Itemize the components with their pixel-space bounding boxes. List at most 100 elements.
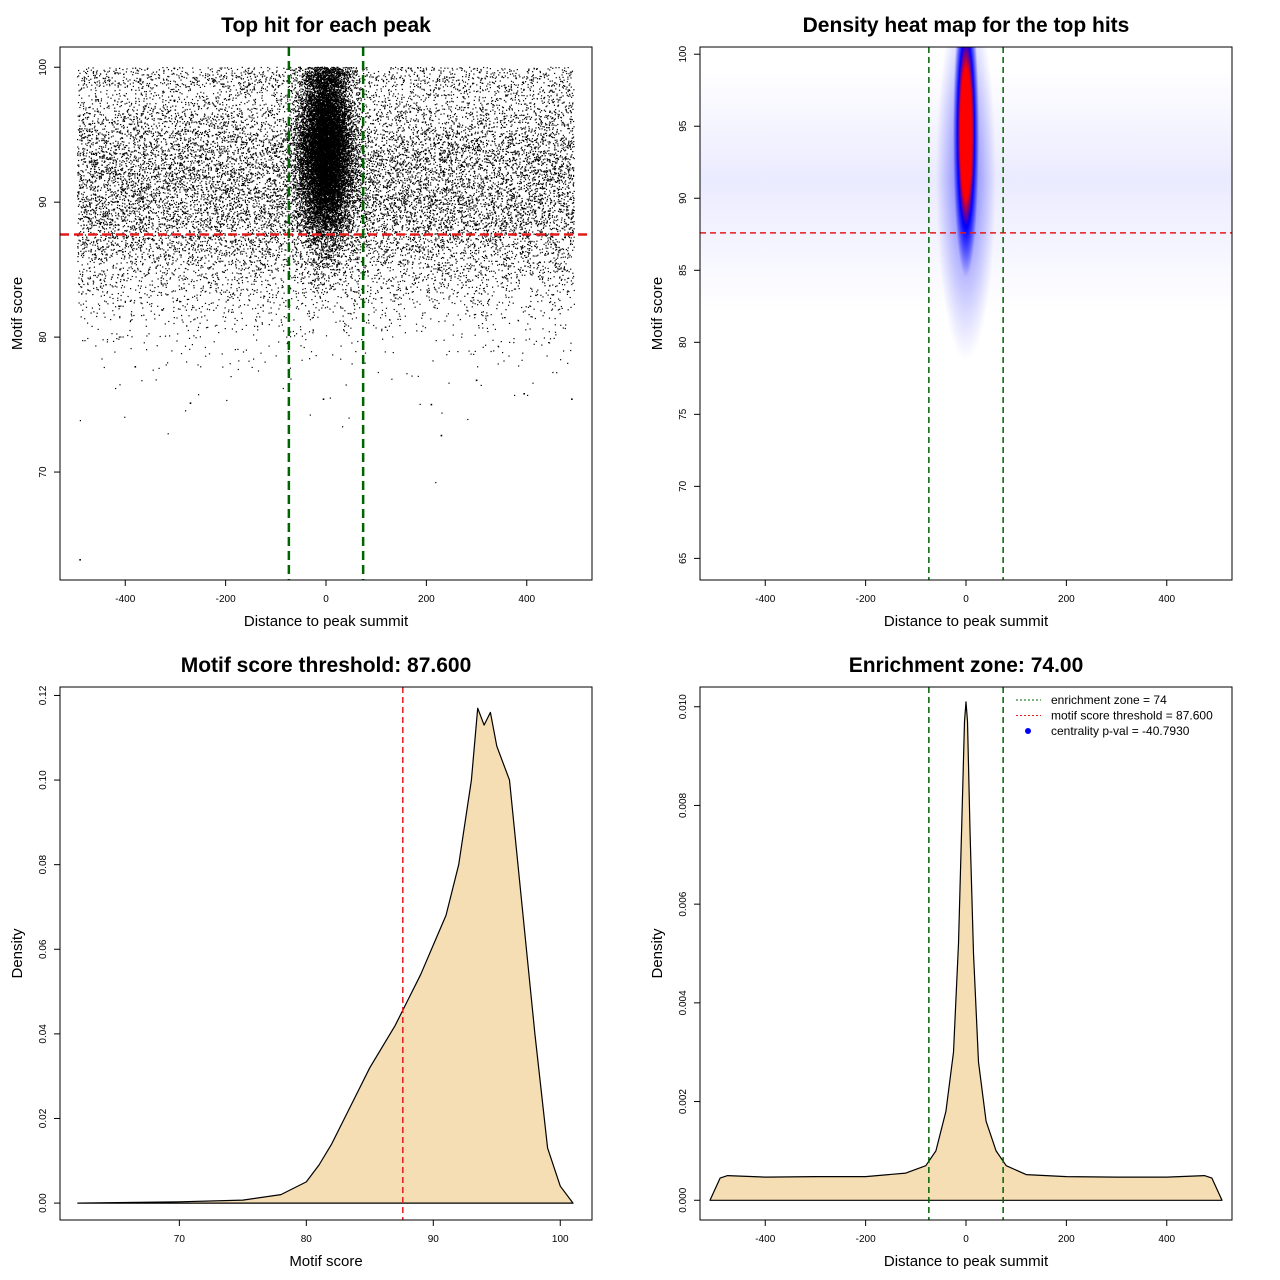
scatter-point (497, 175, 499, 177)
scatter-point (237, 92, 239, 94)
scatter-point (507, 209, 509, 211)
scatter-point (527, 162, 530, 165)
scatter-point (77, 247, 79, 249)
scatter-point (219, 231, 221, 233)
scatter-point (455, 173, 458, 175)
scatter-point (212, 183, 214, 185)
scatter-point (102, 170, 104, 172)
scatter-point (94, 271, 96, 273)
scatter-point (163, 107, 165, 109)
scatter-point (346, 169, 348, 171)
scatter-point (98, 207, 100, 210)
scatter-point (150, 295, 152, 297)
scatter-point (392, 210, 394, 212)
scatter-point (219, 67, 221, 69)
scatter-point (479, 158, 481, 160)
scatter-point (179, 181, 181, 183)
scatter-point (348, 228, 351, 230)
scatter-point (124, 250, 126, 253)
scatter-point (230, 139, 232, 141)
scatter-point (409, 204, 411, 206)
scatter-point (187, 86, 189, 88)
scatter-point (303, 128, 306, 130)
scatter-point (551, 131, 554, 134)
scatter-point (346, 123, 348, 125)
scatter-point (572, 184, 574, 186)
scatter-point (99, 84, 101, 86)
scatter-point (402, 247, 404, 249)
scatter-point (553, 270, 555, 272)
scatter-point (434, 131, 436, 133)
scatter-point (525, 270, 527, 272)
scatter-point (553, 257, 555, 259)
scatter-point (277, 290, 280, 293)
scatter-point (549, 338, 552, 340)
scatter-point (524, 149, 526, 151)
scatter-point (86, 130, 88, 133)
scatter-point (421, 175, 423, 177)
scatter-point (488, 205, 490, 207)
scatter-point (506, 191, 508, 193)
scatter-point (511, 262, 513, 264)
scatter-point (146, 199, 148, 201)
scatter-point (463, 204, 465, 206)
scatter-point (299, 100, 301, 102)
scatter-point (532, 161, 534, 163)
scatter-point (394, 231, 396, 233)
scatter-point (272, 296, 274, 299)
scatter-point (162, 283, 164, 285)
scatter-point (254, 255, 256, 257)
scatter-point (297, 156, 299, 158)
scatter-point (407, 184, 409, 186)
scatter-point (254, 221, 256, 223)
scatter-point (450, 162, 452, 165)
scatter-point (371, 211, 373, 214)
scatter-point (168, 175, 170, 177)
scatter-point (504, 234, 506, 236)
scatter-point (88, 141, 90, 143)
scatter-point (146, 82, 148, 85)
scatter-point (390, 262, 392, 264)
scatter-point (263, 113, 265, 115)
scatter-point (115, 197, 117, 199)
scatter-point (338, 99, 340, 102)
scatter-point (511, 108, 513, 110)
scatter-point (568, 142, 570, 144)
scatter-point (386, 82, 388, 84)
scatter-point (322, 246, 324, 248)
scatter-point (454, 141, 456, 143)
scatter-point (116, 217, 118, 219)
scatter-point (358, 97, 360, 99)
scatter-point (251, 82, 253, 84)
scatter-point (336, 252, 338, 254)
scatter-point (448, 248, 450, 250)
scatter-point (515, 172, 517, 175)
scatter-point (544, 282, 546, 284)
scatter-point (468, 186, 470, 188)
scatter-point (140, 249, 142, 251)
scatter-point (218, 253, 220, 255)
scatter-point (520, 222, 523, 224)
scatter-point (445, 225, 447, 227)
scatter-point (172, 148, 175, 150)
scatter-point (151, 165, 153, 168)
scatter-point (300, 141, 302, 143)
scatter-point (559, 313, 561, 315)
scatter-point (387, 150, 389, 152)
scatter-point (252, 205, 254, 207)
scatter-point (364, 233, 366, 235)
scatter-point (285, 135, 287, 137)
scatter-point (286, 159, 288, 161)
scatter-point (351, 96, 353, 98)
scatter-point (148, 206, 150, 208)
scatter-point (353, 124, 355, 126)
scatter-point (368, 139, 370, 141)
scatter-point (179, 86, 181, 88)
scatter-point (318, 87, 321, 89)
scatter-point (468, 145, 470, 147)
scatter-point (224, 240, 226, 242)
scatter-point (565, 203, 568, 205)
scatter-point (115, 173, 117, 175)
scatter-point (240, 86, 242, 88)
scatter-point (293, 186, 295, 188)
